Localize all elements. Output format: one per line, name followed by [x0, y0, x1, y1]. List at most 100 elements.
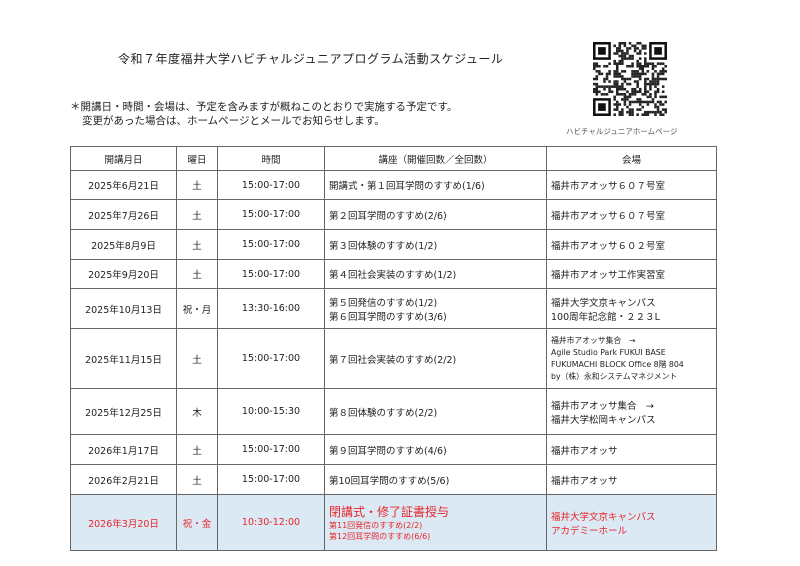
- venue-line: 福井市アオッサ６０７号室: [551, 181, 666, 192]
- table-row: 2025年8月9日土 15:00-17:00 第３回体験のすすめ(1/2) 福井市アオ…: [70, 229, 717, 260]
- cell-date: 2026年1月17日: [70, 434, 177, 465]
- cell-venue: 福井市アオッサ集合 → 福井大学松岡キャンパス: [546, 388, 717, 435]
- course-line: 第５回発信のすすめ(1/2): [329, 297, 438, 309]
- cell-time: 10:00-15:30: [217, 388, 325, 435]
- venue-line: 福井市アオッサ集合 →: [551, 335, 636, 345]
- cell-course: 第７回社会実装のすすめ(2/2): [324, 328, 547, 389]
- cell-time: 15:00-17:00: [217, 259, 325, 289]
- cell-course: 第５回発信のすすめ(1/2) 第６回耳学問のすすめ(3/6): [324, 288, 547, 329]
- cell-venue: 福井大学文京キャンパス アカデミーホール: [546, 494, 717, 551]
- cell-date: 2025年8月9日: [70, 229, 177, 260]
- table-row: 2025年6月21日土 15:00-17:00 開講式・第１回耳学問のすすめ(1/6…: [70, 170, 717, 200]
- cell-course: 開講式・第１回耳学問のすすめ(1/6): [324, 170, 547, 200]
- course-line: 閉講式・修了証書授与: [329, 505, 450, 519]
- schedule-table: 開講月日 曜日 時間 講座（開催回数／全回数） 会場 2025年6月21日土 15…: [70, 146, 717, 551]
- cell-date: 2025年12月25日: [70, 388, 177, 435]
- course-line: 第２回耳学問のすすめ(2/6): [329, 210, 447, 222]
- course-line: 開講式・第１回耳学問のすすめ(1/6): [329, 181, 485, 192]
- cell-day: 土: [176, 434, 218, 465]
- header-day: 曜日: [176, 146, 218, 171]
- cell-day: 土: [176, 229, 218, 260]
- cell-course: 第10回耳学問のすすめ(5/6): [324, 464, 547, 495]
- page-title: 令和７年度福井大学ハビチャルジュニアプログラム活動スケジュール: [118, 52, 504, 66]
- header-venue: 会場: [546, 146, 717, 171]
- cell-day: 土: [176, 464, 218, 495]
- cell-day: 祝・月: [176, 288, 218, 329]
- venue-line: 福井市アオッサ工作実習室: [551, 270, 666, 281]
- venue-line: 福井市アオッサ集合 →: [551, 400, 654, 412]
- cell-date: 2026年2月21日: [70, 464, 177, 495]
- cell-venue: 福井市アオッサ集合 → Agile Studio Park FUKUI BASE F…: [546, 328, 717, 389]
- cell-course: 第８回体験のすすめ(2/2): [324, 388, 547, 435]
- cell-time: 15:00-17:00: [217, 464, 325, 495]
- qr-code-icon[interactable]: [593, 42, 667, 116]
- cell-date: 2026年3月20日: [70, 494, 177, 551]
- qr-caption: ハビチャルジュニアホームページ: [566, 127, 678, 136]
- cell-venue: 福井大学文京キャンパス 100周年記念館・２２３L: [546, 288, 717, 329]
- course-line: 第12回耳学問のすすめ(6/6): [329, 532, 431, 541]
- table-row: 2025年9月20日土 15:00-17:00 第４回社会実装のすすめ(1/2) 福井…: [70, 259, 717, 289]
- cell-time: 15:00-17:00: [217, 434, 325, 465]
- header-time: 時間: [217, 146, 325, 171]
- venue-line: by（株）永和システムマネジメント: [551, 371, 678, 381]
- cell-date: 2025年7月26日: [70, 199, 177, 230]
- cell-venue: 福井市アオッサ工作実習室: [546, 259, 717, 289]
- course-line: 第６回耳学問のすすめ(3/6): [329, 311, 447, 323]
- cell-date: 2025年11月15日: [70, 328, 177, 389]
- cell-date: 2025年6月21日: [70, 170, 177, 200]
- course-line: 第３回体験のすすめ(1/2): [329, 240, 438, 252]
- table-row: 2026年3月20日 祝・金 10:30-12:00 閉講式・修了証書授与 第11回発信…: [70, 494, 717, 551]
- venue-line: FUKUMACHI BLOCK Office 8階 804: [551, 359, 684, 369]
- cell-time: 15:00-17:00: [217, 170, 325, 200]
- cell-venue: 福井市アオッサ６０７号室: [546, 170, 717, 200]
- cell-date: 2025年10月13日: [70, 288, 177, 329]
- venue-line: アカデミーホール: [551, 525, 628, 537]
- cell-day: 土: [176, 328, 218, 389]
- table-row: 2025年10月13日 祝・月 13:30-16:00 第５回発信のすすめ(1/2) 第…: [70, 288, 717, 329]
- header-course: 講座（開催回数／全回数）: [324, 146, 547, 171]
- course-line: 第11回発信のすすめ(2/2): [329, 521, 423, 530]
- venue-line: Agile Studio Park FUKUI BASE: [551, 347, 666, 357]
- cell-course: 第９回耳学問のすすめ(4/6): [324, 434, 547, 465]
- venue-line: 福井市アオッサ６０２号室: [551, 240, 666, 252]
- cell-day: 木: [176, 388, 218, 435]
- cell-time: 15:00-17:00: [217, 199, 325, 230]
- course-line: 第８回体験のすすめ(2/2): [329, 407, 438, 419]
- cell-venue: 福井市アオッサ: [546, 464, 717, 495]
- table-row: 2026年2月21日土 15:00-17:00 第10回耳学問のすすめ(5/6) 福井…: [70, 464, 717, 495]
- venue-line: 福井大学文京キャンパス: [551, 297, 656, 309]
- venue-line: 福井市アオッサ６０７号室: [551, 210, 666, 222]
- table-header: 開講月日 曜日 時間 講座（開催回数／全回数） 会場: [70, 146, 717, 171]
- header-date: 開講月日: [70, 146, 177, 171]
- cell-venue: 福井市アオッサ: [546, 434, 717, 465]
- cell-time: 10:30-12:00: [217, 494, 325, 551]
- cell-day: 土: [176, 259, 218, 289]
- course-line: 第７回社会実装のすすめ(2/2): [329, 354, 457, 366]
- cell-time: 15:00-17:00: [217, 229, 325, 260]
- cell-course: 閉講式・修了証書授与第11回発信のすすめ(2/2) 第12回耳学問のすすめ(6/6…: [324, 494, 547, 551]
- venue-line: 福井市アオッサ: [551, 445, 618, 457]
- venue-line: 福井大学文京キャンパス: [551, 511, 656, 523]
- venue-line: 福井大学松岡キャンパス: [551, 414, 656, 426]
- venue-line: 福井市アオッサ: [551, 475, 618, 487]
- note-line-2: 変更があった場合は、ホームページとメールでお知らせします。: [82, 115, 385, 127]
- cell-course: 第３回体験のすすめ(1/2): [324, 229, 547, 260]
- cell-day: 土: [176, 170, 218, 200]
- table-row: 2025年11月15日土 15:00-17:00 第７回社会実装のすすめ(2/2) 福…: [70, 328, 717, 389]
- cell-course: 第２回耳学問のすすめ(2/6): [324, 199, 547, 230]
- cell-time: 15:00-17:00: [217, 328, 325, 389]
- table-row: 2026年1月17日土 15:00-17:00 第９回耳学問のすすめ(4/6) 福井市…: [70, 434, 717, 465]
- cell-day: 土: [176, 199, 218, 230]
- cell-day: 祝・金: [176, 494, 218, 551]
- course-line: 第９回耳学問のすすめ(4/6): [329, 445, 447, 457]
- cell-date: 2025年9月20日: [70, 259, 177, 289]
- note-line-1: ＊開講日・時間・会場は、予定を含みますが概ねこのとおりで実施する予定です。: [70, 101, 458, 113]
- table-row: 2025年7月26日土 15:00-17:00 第２回耳学問のすすめ(2/6) 福井市…: [70, 199, 717, 230]
- course-line: 第４回社会実装のすすめ(1/2): [329, 270, 457, 281]
- cell-venue: 福井市アオッサ６０２号室: [546, 229, 717, 260]
- cell-venue: 福井市アオッサ６０７号室: [546, 199, 717, 230]
- cell-course: 第４回社会実装のすすめ(1/2): [324, 259, 547, 289]
- course-line: 第10回耳学問のすすめ(5/6): [329, 475, 450, 487]
- cell-time: 13:30-16:00: [217, 288, 325, 329]
